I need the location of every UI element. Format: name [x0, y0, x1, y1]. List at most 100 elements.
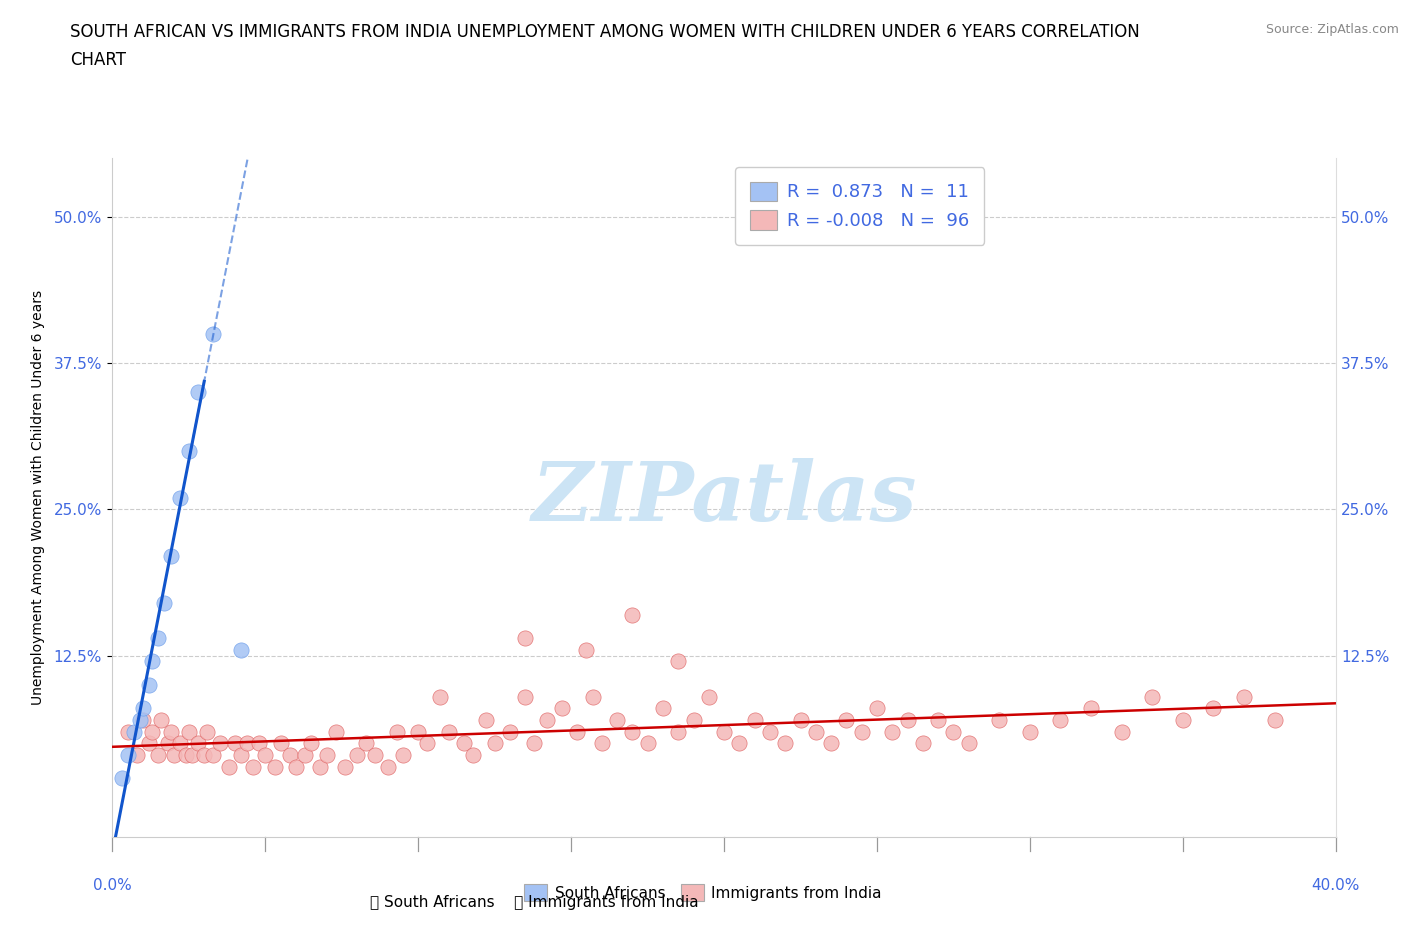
Point [138, 677, 160, 692]
Point [278, 748, 301, 763]
Point [111, 771, 134, 786]
Point [666, 724, 689, 739]
Point [153, 595, 176, 610]
Legend: R =  0.873   N =  11, R = -0.008   N =  96: R = 0.873 N = 11, R = -0.008 N = 96 [735, 167, 984, 245]
Point [229, 748, 252, 763]
Point [713, 724, 735, 739]
Point [1202, 701, 1225, 716]
Point [866, 701, 889, 716]
Point [141, 654, 163, 669]
Point [195, 724, 218, 739]
Point [315, 748, 337, 763]
Point [208, 736, 231, 751]
Text: Source: ZipAtlas.com: Source: ZipAtlas.com [1265, 23, 1399, 36]
Point [117, 748, 139, 763]
Point [163, 748, 186, 763]
Point [606, 712, 628, 727]
Point [148, 748, 170, 763]
Point [1018, 724, 1040, 739]
Point [942, 724, 965, 739]
Point [202, 326, 225, 341]
Text: 0.0%: 0.0% [93, 878, 132, 893]
Point [356, 736, 378, 751]
Point [697, 689, 720, 704]
Point [150, 712, 173, 727]
Point [385, 724, 408, 739]
Point [1171, 712, 1194, 727]
Point [453, 736, 475, 751]
Point [927, 712, 949, 727]
Point [484, 736, 506, 751]
Point [377, 759, 399, 774]
Point [299, 736, 322, 751]
Point [333, 759, 356, 774]
Point [437, 724, 460, 739]
Point [229, 643, 252, 658]
Point [621, 724, 644, 739]
Point [325, 724, 347, 739]
Point [132, 712, 155, 727]
Point [515, 631, 537, 645]
Point [187, 385, 209, 400]
Point [129, 712, 152, 727]
Point [1264, 712, 1286, 727]
Point [759, 724, 782, 739]
Point [346, 748, 368, 763]
Text: CHART: CHART [70, 51, 127, 69]
Point [820, 736, 842, 751]
Point [591, 736, 613, 751]
Point [775, 736, 797, 751]
Point [159, 724, 181, 739]
Point [408, 724, 430, 739]
Point [882, 724, 904, 739]
Point [523, 736, 546, 751]
Point [1049, 712, 1071, 727]
Point [551, 701, 574, 716]
Point [728, 736, 751, 751]
Point [364, 748, 387, 763]
Point [284, 759, 308, 774]
Point [141, 724, 163, 739]
Point [125, 748, 148, 763]
Point [242, 759, 264, 774]
Point [474, 712, 496, 727]
Point [575, 643, 598, 658]
Point [851, 724, 873, 739]
Point [181, 748, 204, 763]
Point [270, 736, 292, 751]
Point [957, 736, 980, 751]
Point [804, 724, 827, 739]
Point [1111, 724, 1133, 739]
Point [1233, 689, 1256, 704]
Text: 40.0%: 40.0% [1312, 878, 1360, 893]
Point [515, 689, 537, 704]
Point [187, 736, 209, 751]
Point [169, 490, 191, 505]
Point [159, 549, 181, 564]
Point [202, 748, 225, 763]
Text: ⬜ South Africans    ⬜ Immigrants from India: ⬜ South Africans ⬜ Immigrants from India [370, 895, 699, 910]
Point [294, 748, 316, 763]
Point [652, 701, 675, 716]
Point [177, 724, 200, 739]
Text: SOUTH AFRICAN VS IMMIGRANTS FROM INDIA UNEMPLOYMENT AMONG WOMEN WITH CHILDREN UN: SOUTH AFRICAN VS IMMIGRANTS FROM INDIA U… [70, 23, 1140, 41]
Point [122, 724, 145, 739]
Point [254, 748, 277, 763]
Point [567, 724, 589, 739]
Point [309, 759, 332, 774]
Point [897, 712, 920, 727]
Point [835, 712, 858, 727]
Point [463, 748, 485, 763]
Point [536, 712, 558, 727]
Point [263, 759, 285, 774]
Point [666, 654, 689, 669]
Point [177, 444, 200, 458]
Point [169, 736, 191, 751]
Point [236, 736, 259, 751]
Point [1142, 689, 1164, 704]
Y-axis label: Unemployment Among Women with Children Under 6 years: Unemployment Among Women with Children U… [31, 290, 45, 705]
Text: ZIPatlas: ZIPatlas [531, 458, 917, 538]
Point [247, 736, 270, 751]
Point [621, 607, 644, 622]
Point [911, 736, 934, 751]
